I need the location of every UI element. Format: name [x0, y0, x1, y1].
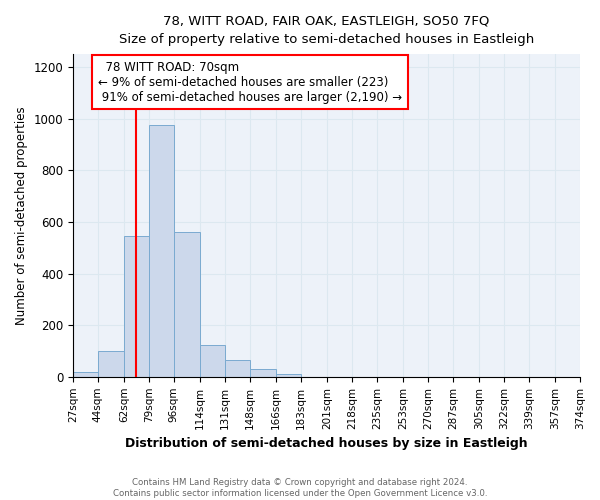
Bar: [225, 360, 250, 377]
X-axis label: Distribution of semi-detached houses by size in Eastleigh: Distribution of semi-detached houses by …: [125, 437, 528, 450]
Bar: [124, 236, 149, 377]
Y-axis label: Number of semi-detached properties: Number of semi-detached properties: [15, 106, 28, 325]
Text: Contains HM Land Registry data © Crown copyright and database right 2024.
Contai: Contains HM Land Registry data © Crown c…: [113, 478, 487, 498]
Bar: [98, 351, 124, 377]
Bar: [250, 369, 276, 377]
Bar: [200, 344, 225, 377]
Bar: [149, 125, 174, 377]
Bar: [276, 374, 301, 377]
Bar: [174, 232, 200, 377]
Text: 78 WITT ROAD: 70sqm  
← 9% of semi-detached houses are smaller (223)
 91% of sem: 78 WITT ROAD: 70sqm ← 9% of semi-detache…: [98, 60, 402, 104]
Title: 78, WITT ROAD, FAIR OAK, EASTLEIGH, SO50 7FQ
Size of property relative to semi-d: 78, WITT ROAD, FAIR OAK, EASTLEIGH, SO50…: [119, 15, 534, 46]
Bar: [73, 372, 98, 377]
